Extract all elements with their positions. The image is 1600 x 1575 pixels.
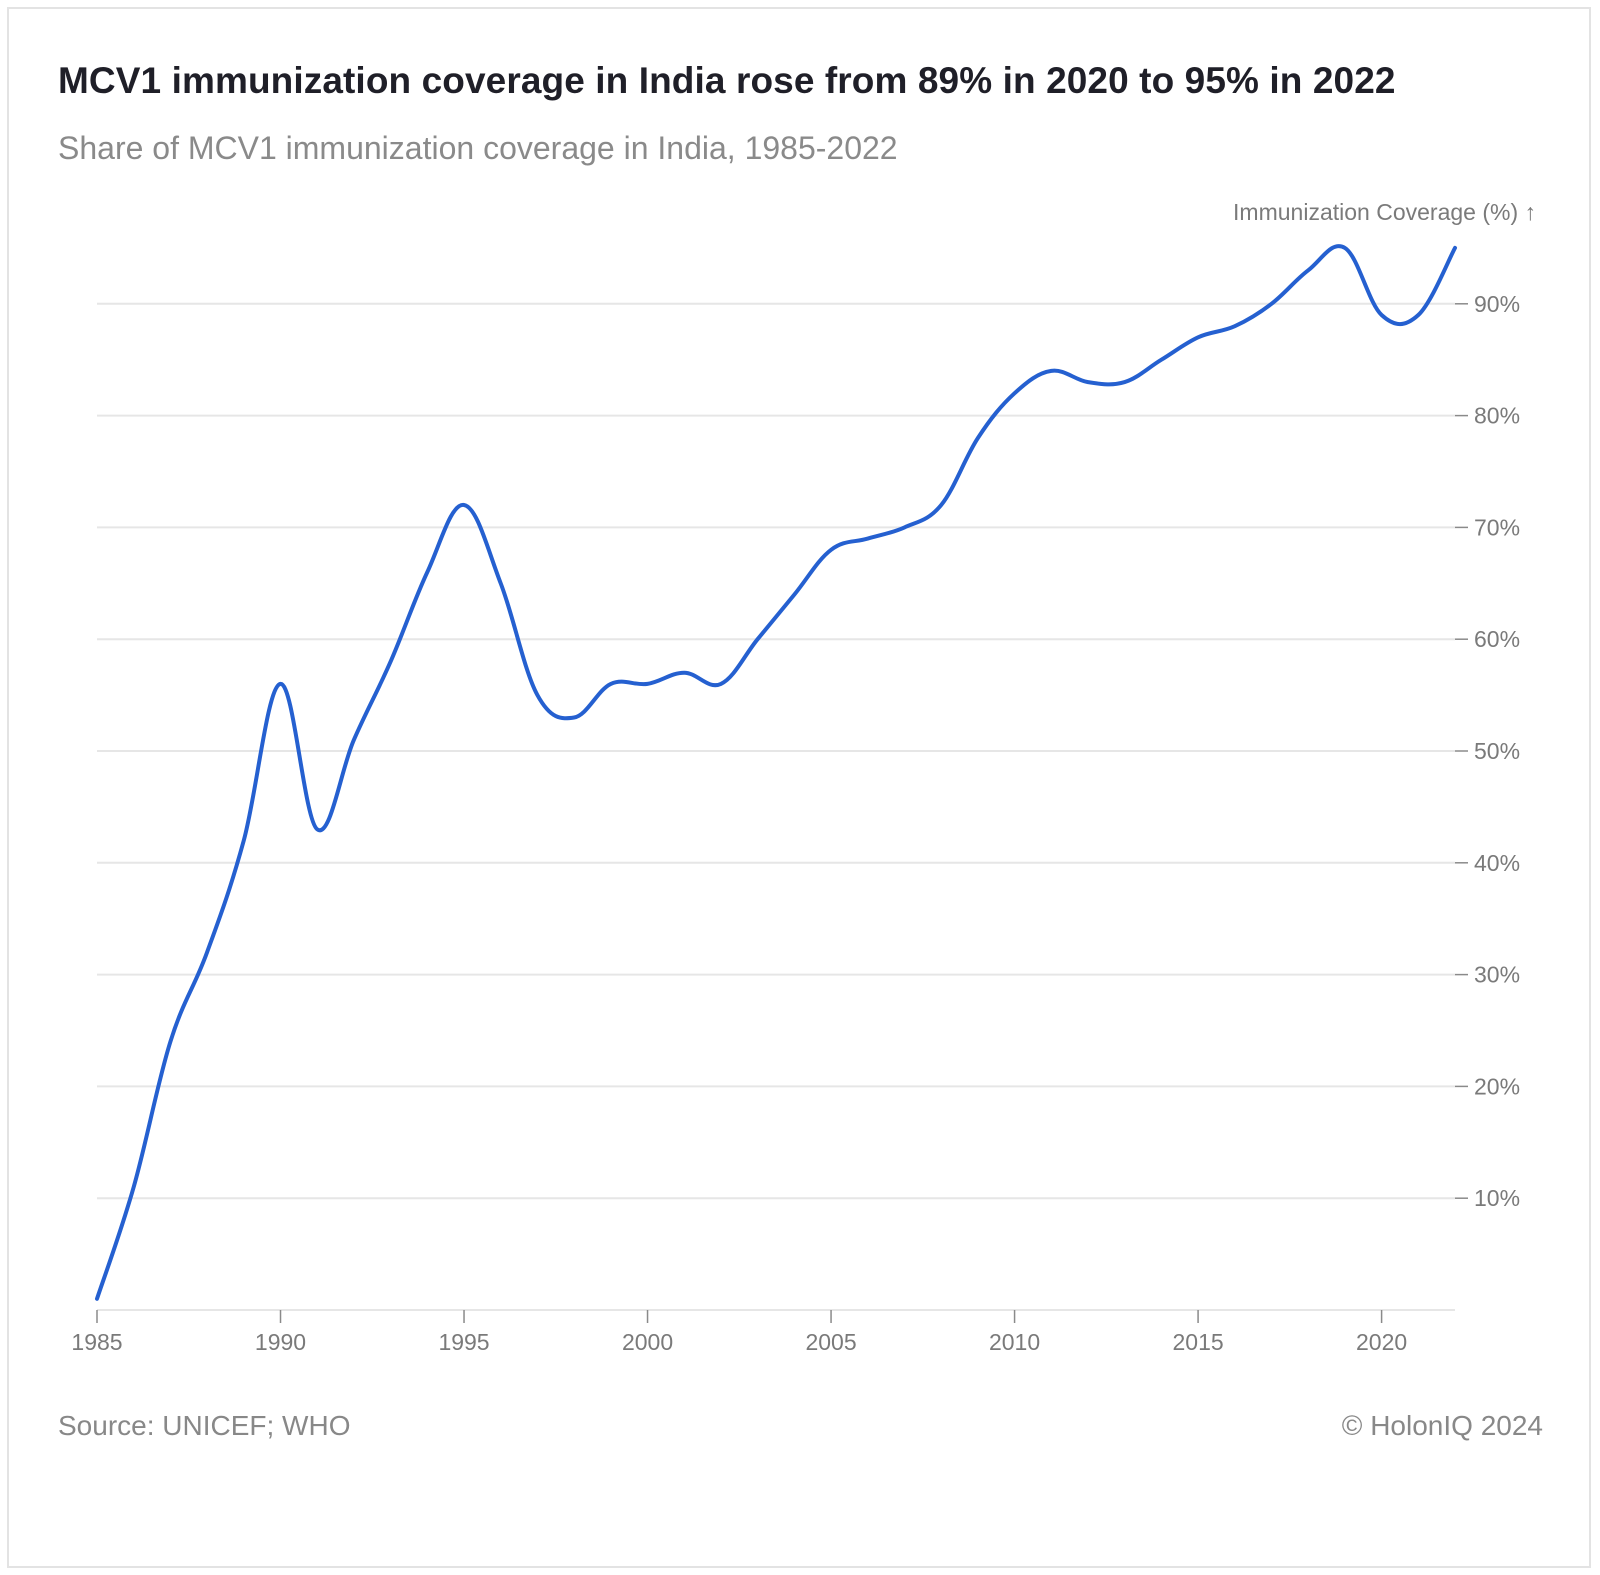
y-tick-label: 70% [1474, 514, 1520, 540]
chart-subtitle: Share of MCV1 immunization coverage in I… [58, 130, 898, 166]
x-axis: 1985 1990 1995 2000 2005 2010 2015 2020 [71, 1310, 1407, 1355]
y-tick-label: 90% [1474, 291, 1520, 317]
series-line [95, 244, 1457, 1301]
y-axis: 10% 20% 30% 40% 50% 60% 70% 80% 90% [1455, 291, 1520, 1211]
x-tick-label: 2005 [805, 1329, 856, 1355]
y-tick-label: 30% [1474, 962, 1520, 988]
x-tick-label: 1985 [71, 1329, 122, 1355]
y-tick-label: 40% [1474, 850, 1520, 876]
copyright-note: © HolonIQ 2024 [1341, 1410, 1543, 1441]
chart-card [7, 7, 1591, 1568]
y-tick-label: 60% [1474, 626, 1520, 652]
y-axis-label: Immunization Coverage (%) ↑ [1233, 199, 1536, 225]
x-tick-label: 2010 [989, 1329, 1040, 1355]
y-tick-label: 20% [1474, 1073, 1520, 1099]
y-tick-label: 10% [1474, 1185, 1520, 1211]
x-tick-label: 1990 [255, 1329, 306, 1355]
y-tick-label: 80% [1474, 403, 1520, 429]
x-tick-label: 1995 [438, 1329, 489, 1355]
y-tick-label: 50% [1474, 738, 1520, 764]
source-note: Source: UNICEF; WHO [58, 1410, 351, 1441]
x-tick-label: 2015 [1172, 1329, 1223, 1355]
x-tick-label: 2000 [622, 1329, 673, 1355]
chart-title: MCV1 immunization coverage in India rose… [58, 60, 1396, 101]
grid-lines [97, 302, 1455, 1311]
series-layer [95, 244, 1457, 1301]
x-tick-label: 2020 [1356, 1329, 1407, 1355]
